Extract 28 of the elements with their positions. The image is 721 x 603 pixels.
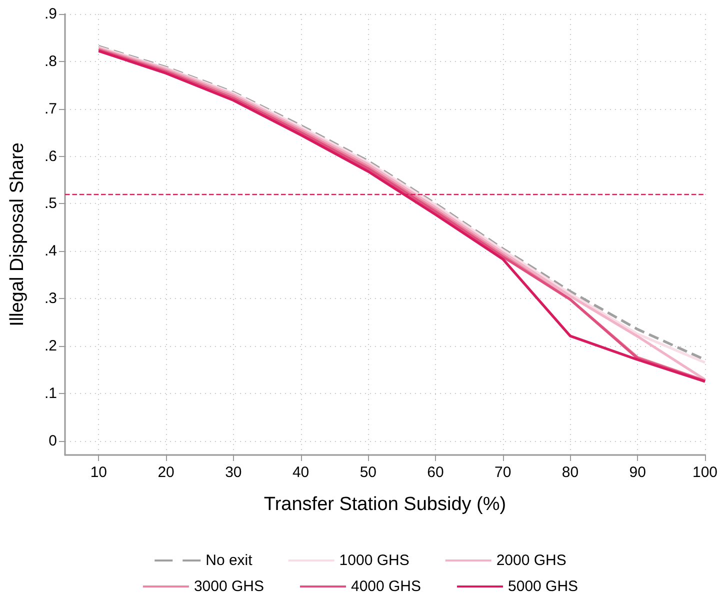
y-tick-label: .3 bbox=[44, 290, 57, 308]
x-tick-label: 40 bbox=[292, 464, 310, 481]
legend-label: 2000 GHS bbox=[496, 552, 566, 569]
y-tick-label: .6 bbox=[44, 148, 57, 165]
legend-label: No exit bbox=[206, 552, 254, 569]
x-tick-label: 100 bbox=[692, 464, 718, 481]
legend-label: 5000 GHS bbox=[508, 578, 578, 595]
y-tick-label: .2 bbox=[44, 337, 57, 354]
y-axis-title: Illegal Disposal Share bbox=[7, 142, 28, 326]
x-axis-title: Transfer Station Subsidy (%) bbox=[264, 494, 506, 515]
legend-label: 4000 GHS bbox=[350, 578, 422, 595]
legend-label: 1000 GHS bbox=[339, 552, 410, 569]
y-tick-label: 0 bbox=[48, 432, 57, 450]
x-tick-label: 60 bbox=[427, 464, 444, 481]
x-tick-label: 80 bbox=[562, 464, 579, 481]
x-tick-label: 20 bbox=[158, 464, 174, 481]
x-tick-label: 90 bbox=[629, 464, 646, 481]
x-tick-label: 70 bbox=[494, 464, 512, 481]
x-tick-label: 10 bbox=[90, 464, 108, 481]
x-tick-label: 30 bbox=[225, 464, 242, 481]
legend-label: 3000 GHS bbox=[194, 578, 264, 595]
y-tick-label: .1 bbox=[44, 384, 57, 402]
y-tick-label: .7 bbox=[44, 100, 57, 118]
y-tick-label: .8 bbox=[44, 52, 57, 70]
y-tick-label: .4 bbox=[44, 242, 57, 260]
y-tick-label: .5 bbox=[44, 195, 57, 212]
x-tick-label: 50 bbox=[360, 464, 376, 481]
y-tick-label: .9 bbox=[44, 6, 57, 22]
